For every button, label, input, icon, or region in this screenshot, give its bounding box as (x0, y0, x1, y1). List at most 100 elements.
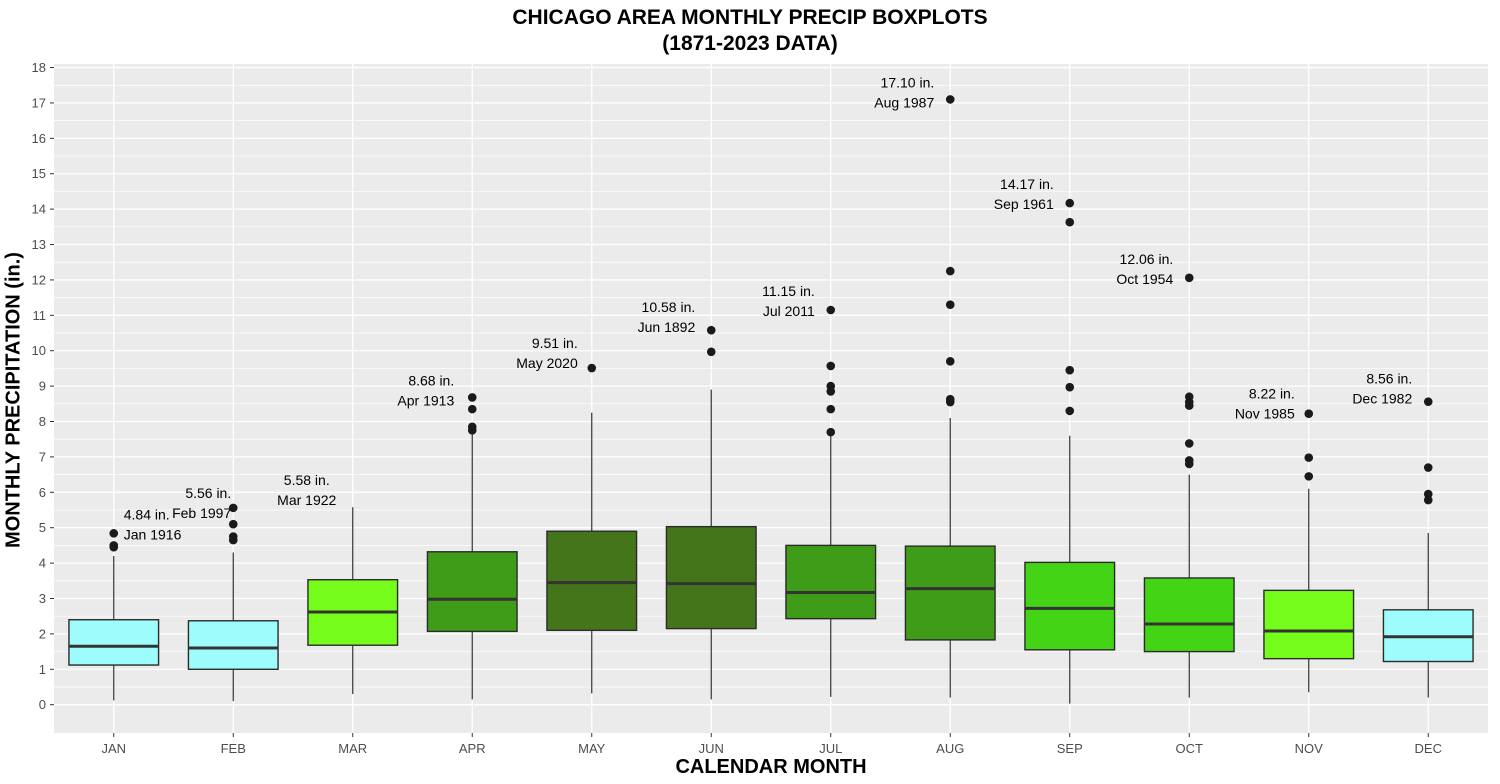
outlier-point (706, 325, 716, 335)
outlier-point (1065, 217, 1075, 227)
record-value-label: 8.68 in. (408, 372, 454, 388)
record-date-label: Feb 1997 (172, 505, 231, 521)
record-value-label: 5.58 in. (284, 472, 330, 488)
box-jun (665, 525, 757, 630)
x-tick-label: MAY (578, 741, 606, 756)
record-value-label: 17.10 in. (881, 74, 935, 90)
record-date-label: Jun 1892 (638, 319, 696, 335)
x-tick-label: DEC (1415, 741, 1442, 756)
y-tick-label: 13 (32, 237, 46, 252)
record-value-label: 12.06 in. (1120, 251, 1174, 267)
box-sep (1024, 561, 1116, 651)
y-tick-label: 0 (39, 697, 46, 712)
outlier-point (945, 357, 955, 366)
y-tick-label: 10 (32, 343, 46, 358)
outlier-point (109, 529, 119, 538)
outlier-point (945, 266, 955, 276)
outlier-point (1423, 463, 1433, 472)
outlier-point (109, 542, 119, 552)
record-date-label: Jan 1916 (124, 526, 182, 542)
outlier-point (1423, 489, 1433, 499)
record-date-label: Nov 1985 (1235, 406, 1295, 422)
outlier-point (945, 95, 955, 104)
y-tick-label: 11 (33, 308, 47, 323)
record-value-label: 9.51 in. (532, 335, 578, 351)
outlier-point (826, 361, 836, 371)
outlier-point (1184, 401, 1194, 410)
record-date-label: Sep 1961 (994, 196, 1054, 212)
record-value-label: 11.15 in. (762, 283, 815, 299)
outlier-point (1065, 198, 1075, 208)
y-tick-label: 8 (39, 414, 46, 429)
y-tick-label: 5 (39, 520, 46, 535)
box-apr (426, 551, 518, 633)
record-date-label: Oct 1954 (1116, 271, 1173, 287)
x-tick-label: MAR (338, 741, 367, 756)
outlier-point (1184, 459, 1194, 469)
y-tick-label: 17 (32, 95, 46, 110)
box-may (546, 530, 638, 632)
x-axis-title: CALENDAR MONTH (675, 756, 867, 778)
y-axis-title: MONTHLY PRECIPITATION (in.) (2, 252, 25, 548)
record-value-label: 4.84 in. (124, 506, 170, 522)
outlier-point (826, 404, 836, 414)
outlier-point (467, 426, 477, 435)
y-tick-label: 3 (39, 591, 46, 606)
record-date-label: Apr 1913 (397, 392, 454, 408)
y-tick-label: 18 (32, 60, 46, 75)
x-tick-label: AUG (936, 741, 964, 756)
box-jan (68, 619, 160, 666)
y-tick-label: 7 (39, 449, 46, 464)
outlier-point (1065, 382, 1075, 392)
y-tick-label: 2 (39, 626, 46, 641)
outlier-point (228, 535, 238, 545)
y-tick-label: 12 (32, 272, 46, 287)
outlier-point (826, 305, 836, 315)
x-tick-label: JUN (699, 741, 724, 756)
x-tick-label: NOV (1295, 741, 1324, 756)
plot-panel (54, 64, 1488, 733)
record-date-label: May 2020 (516, 355, 578, 371)
x-tick-label: OCT (1176, 741, 1204, 756)
x-tick-label: JUL (819, 741, 842, 756)
y-tick-label: 9 (39, 379, 46, 394)
box-oct (1143, 577, 1235, 653)
y-tick-label: 14 (32, 202, 46, 217)
outlier-point (945, 300, 955, 309)
outlier-point (1065, 406, 1075, 416)
box-jul (785, 544, 877, 620)
record-value-label: 8.22 in. (1249, 386, 1295, 402)
record-date-label: Mar 1922 (277, 492, 336, 508)
outlier-point (228, 519, 238, 529)
record-date-label: Aug 1987 (874, 94, 934, 110)
y-tick-label: 1 (39, 662, 46, 677)
x-tick-label: APR (459, 741, 486, 756)
record-value-label: 10.58 in. (642, 299, 696, 315)
y-tick-label: 16 (32, 131, 46, 146)
outlier-point (826, 427, 836, 437)
outlier-point (467, 393, 477, 402)
box-nov (1263, 589, 1355, 660)
outlier-point (1423, 397, 1433, 406)
outlier-point (1065, 365, 1075, 375)
outlier-point (1423, 495, 1433, 505)
y-tick-label: 4 (39, 556, 46, 571)
x-tick-label: FEB (221, 741, 246, 756)
outlier-point (228, 503, 238, 513)
outlier-point (1304, 409, 1314, 419)
x-tick-label: SEP (1057, 741, 1083, 756)
box-feb (187, 620, 279, 670)
outlier-point (467, 404, 477, 414)
record-value-label: 5.56 in. (185, 485, 231, 501)
outlier-point (706, 347, 716, 357)
record-date-label: Jul 2011 (763, 303, 815, 319)
outlier-point (945, 397, 955, 407)
outlier-point (1184, 273, 1194, 283)
outlier-point (587, 363, 597, 373)
outlier-point (1304, 453, 1314, 462)
chart-subtitle: (1871-2023 DATA) (662, 32, 838, 55)
outlier-point (1184, 439, 1194, 448)
chart-title: CHICAGO AREA MONTHLY PRECIP BOXPLOTS (512, 6, 988, 29)
y-tick-label: 15 (32, 166, 46, 181)
